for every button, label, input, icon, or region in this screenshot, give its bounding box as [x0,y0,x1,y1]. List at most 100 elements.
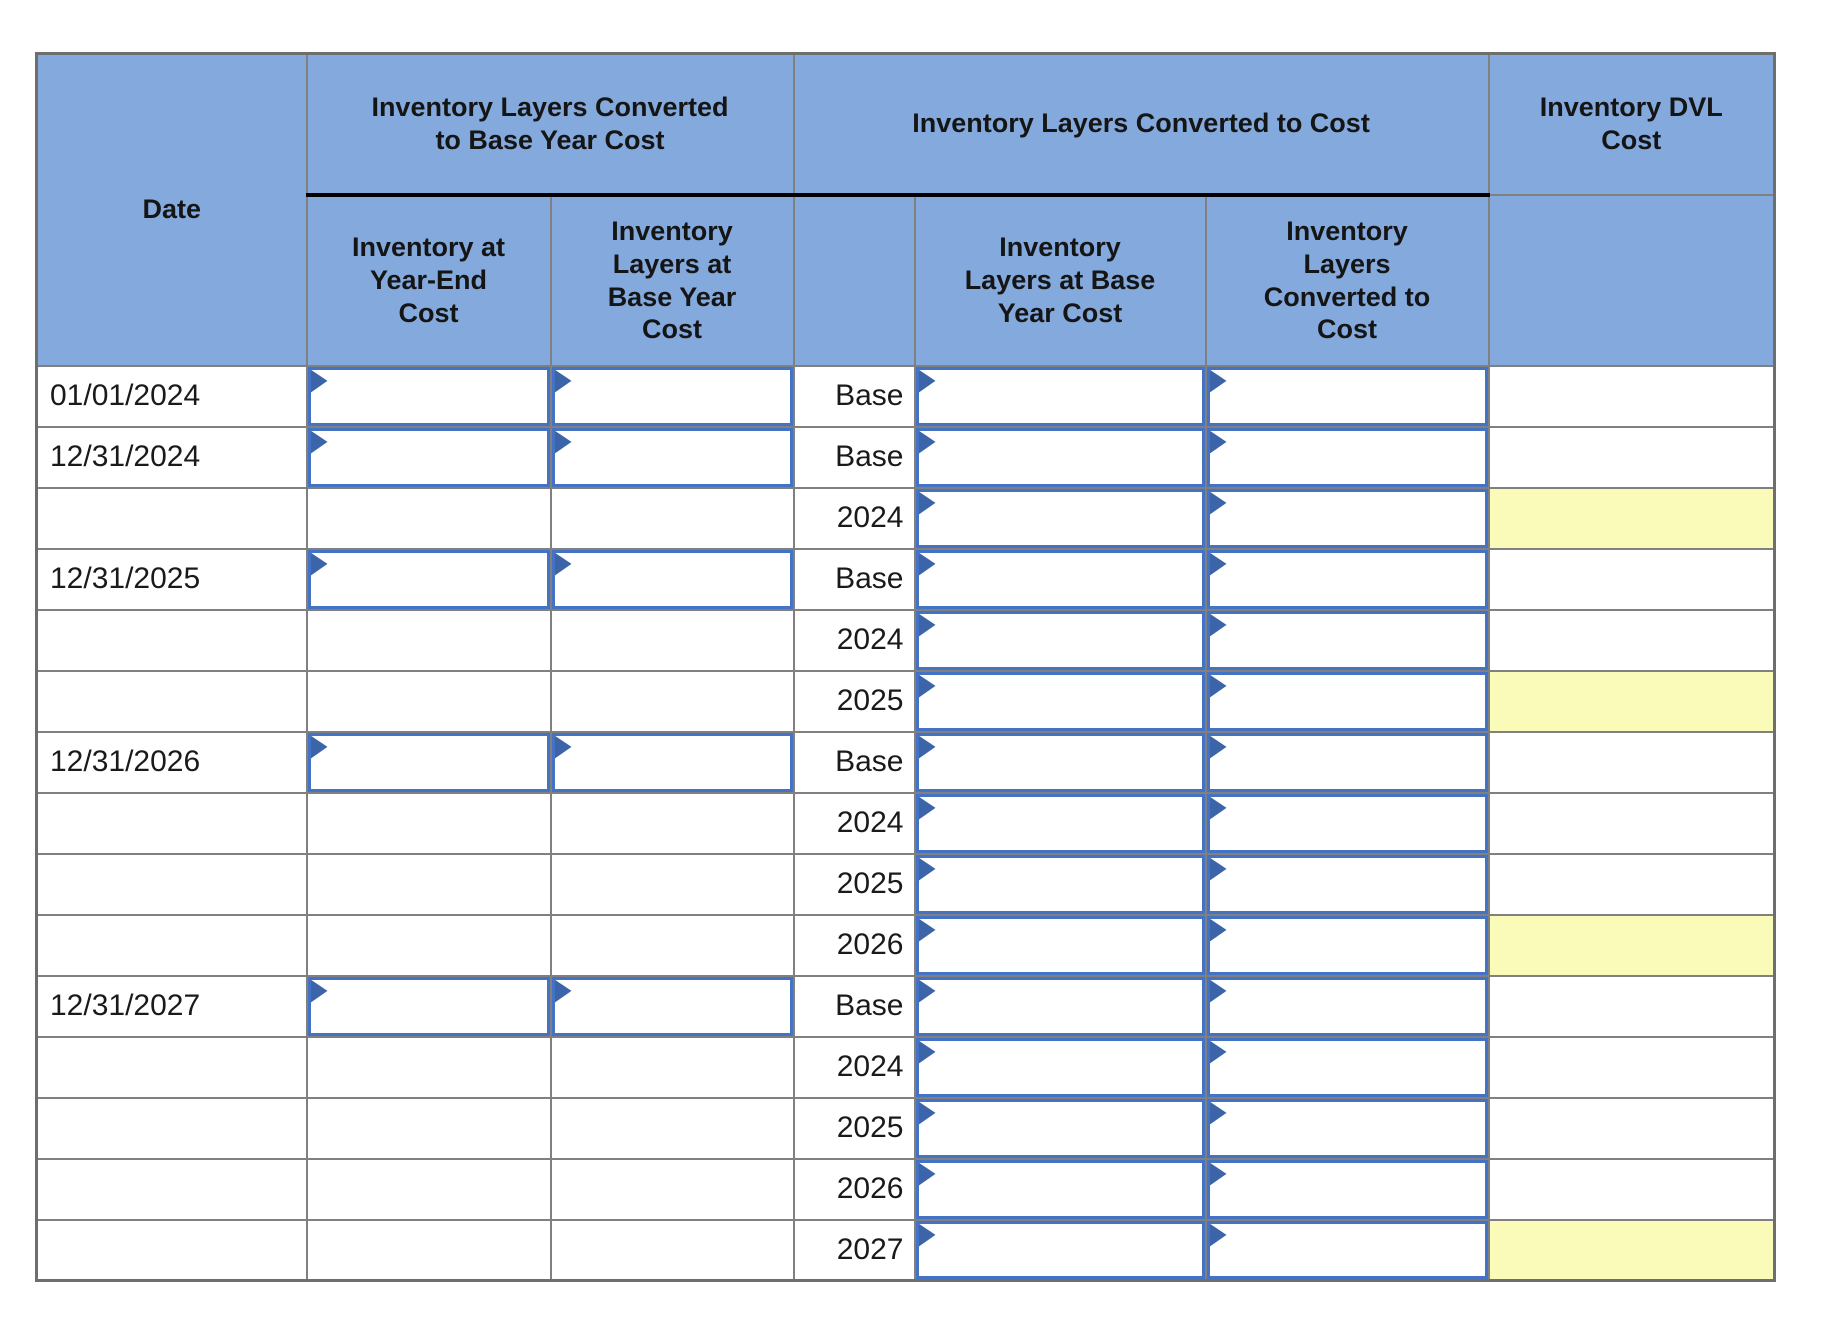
table-row: 2025 [35,669,1776,733]
layer-year-cell: 2025 [792,852,916,916]
year-end-cost-input[interactable] [310,552,547,606]
cost-base-year-input[interactable] [918,613,1202,667]
input-cell-box [915,1159,1205,1219]
inventory-year-end-cost-cell [305,852,552,916]
year-end-cost-input[interactable] [310,735,547,789]
cost-base-year-input[interactable] [918,796,1202,850]
inventory-base-year-cost-cell [549,364,795,428]
table-row: 2026 [35,1157,1776,1221]
cost-group-converted-cell [1204,608,1490,672]
converted-to-cost-input[interactable] [1209,369,1485,423]
inventory-dvl-cost-cell [1487,608,1776,672]
converted-to-cost-input[interactable] [1209,796,1485,850]
cost-base-year-input[interactable] [918,735,1202,789]
cost-group-converted-cell [1204,1035,1490,1099]
cost-base-year-input[interactable] [918,430,1202,484]
converted-to-cost-input[interactable] [1209,613,1485,667]
cost-base-year-input[interactable] [918,857,1202,911]
inventory-base-year-cost-cell [549,1218,795,1282]
inventory-dvl-cost-cell [1487,1035,1776,1099]
layer-year-cell: 2026 [792,1157,916,1221]
layer-year-cell: 2024 [792,791,916,855]
date-cell [35,608,308,672]
converted-to-cost-input[interactable] [1209,552,1485,606]
cost-base-year-input[interactable] [918,1101,1202,1155]
cost-base-year-input[interactable] [918,1223,1202,1276]
base-year-cost-input[interactable] [554,735,790,789]
layer-year-cell: 2024 [792,608,916,672]
layer-year-cell: Base [792,547,916,611]
cost-base-year-input[interactable] [918,552,1202,606]
converted-to-cost-input[interactable] [1209,1162,1485,1216]
cost-group-base-year-cell [913,1035,1207,1099]
date-cell [35,852,308,916]
header-group-cost: Inventory Layers Converted to Cost [792,52,1490,197]
input-cell-box [1206,488,1488,548]
cost-base-year-input[interactable] [918,1162,1202,1216]
cost-group-base-year-cell [913,852,1207,916]
input-cell-box [551,976,793,1036]
converted-to-cost-input[interactable] [1209,857,1485,911]
inventory-base-year-cost-cell [549,547,795,611]
base-year-cost-input[interactable] [554,369,790,423]
inventory-year-end-cost-cell [305,547,552,611]
input-cell-box [915,915,1205,975]
header-group-base-year: Inventory Layers Converted to Base Year … [305,52,795,197]
input-cell-box [915,366,1205,426]
cost-base-year-input[interactable] [918,674,1202,728]
base-year-cost-input[interactable] [554,430,790,484]
base-year-cost-input[interactable] [554,552,790,606]
layer-year-cell: 2026 [792,913,916,977]
cost-group-base-year-cell [913,547,1207,611]
converted-to-cost-input[interactable] [1209,1040,1485,1094]
header-date: Date [35,52,308,367]
inventory-dvl-cost-cell [1487,852,1776,916]
input-cell-box [915,1098,1205,1158]
converted-to-cost-input[interactable] [1209,1101,1485,1155]
converted-to-cost-input[interactable] [1209,918,1485,972]
inventory-base-year-cost-cell [549,1157,795,1221]
inventory-dvl-cost-cell [1487,730,1776,794]
cost-group-converted-cell [1204,669,1490,733]
inventory-base-year-cost-cell [549,730,795,794]
inventory-dvl-cost-cell [1487,364,1776,428]
layer-year-cell: Base [792,730,916,794]
converted-to-cost-input[interactable] [1209,735,1485,789]
worksheet-area: Date Inventory Layers Converted to Base … [35,52,1777,1282]
input-cell-box [307,976,550,1036]
table-row: 2024 [35,791,1776,855]
subheader-layer-year-blank [792,193,916,367]
converted-to-cost-input[interactable] [1209,491,1485,545]
cost-base-year-input[interactable] [918,979,1202,1033]
cost-base-year-input[interactable] [918,918,1202,972]
subheader-cost-base-year: Inventory Layers at Base Year Cost [913,193,1207,367]
inventory-base-year-cost-cell [549,852,795,916]
layer-year-cell: Base [792,364,916,428]
date-cell [35,669,308,733]
header-dvl-cost: Inventory DVL Cost [1487,52,1776,196]
inventory-dvl-cost-cell [1487,913,1776,977]
year-end-cost-input[interactable] [310,979,547,1033]
cost-base-year-input[interactable] [918,1040,1202,1094]
inventory-dvl-cost-cell [1487,1157,1776,1221]
cost-base-year-input[interactable] [918,491,1202,545]
cost-base-year-input[interactable] [918,369,1202,423]
layer-year-cell: 2024 [792,486,916,550]
table-row: 2024 [35,608,1776,672]
base-year-cost-input[interactable] [554,979,790,1033]
input-cell-box [915,488,1205,548]
subheader-converted-to-cost: Inventory Layers Converted to Cost [1204,193,1490,367]
cost-group-converted-cell [1204,1218,1490,1282]
input-cell-box [915,976,1205,1036]
converted-to-cost-input[interactable] [1209,674,1485,728]
converted-to-cost-input[interactable] [1209,1223,1485,1276]
inventory-base-year-cost-cell [549,608,795,672]
cost-group-base-year-cell [913,1157,1207,1221]
converted-to-cost-input[interactable] [1209,979,1485,1033]
cost-group-base-year-cell [913,1096,1207,1160]
inventory-base-year-cost-cell [549,669,795,733]
converted-to-cost-input[interactable] [1209,430,1485,484]
inventory-base-year-cost-cell [549,1096,795,1160]
year-end-cost-input[interactable] [310,369,547,423]
year-end-cost-input[interactable] [310,430,547,484]
